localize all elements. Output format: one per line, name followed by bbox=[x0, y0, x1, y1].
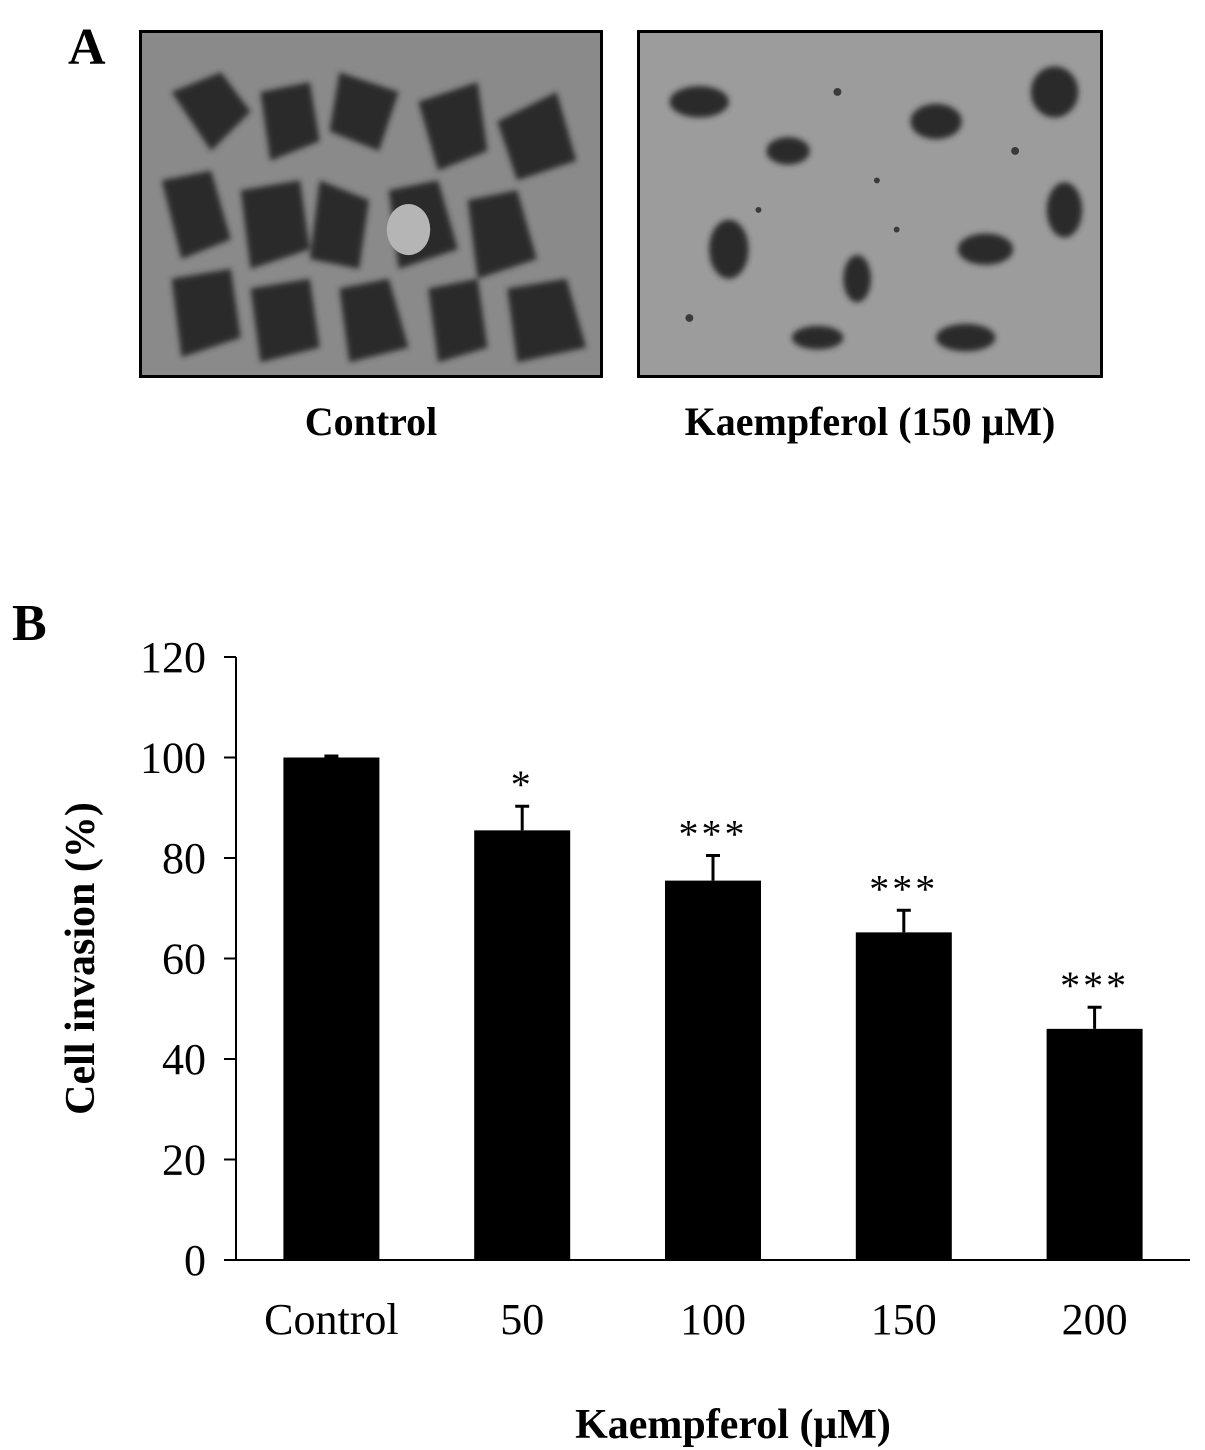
bar bbox=[855, 932, 952, 1260]
y-tick-label: 100 bbox=[140, 734, 206, 783]
x-tick-label: 100 bbox=[680, 1295, 746, 1344]
x-tick-label: 150 bbox=[871, 1295, 937, 1344]
micrograph-control-label: Control bbox=[304, 399, 438, 444]
y-axis-title: Cell invasion (%) bbox=[58, 802, 104, 1115]
x-tick-label: 200 bbox=[1062, 1295, 1128, 1344]
panel-a-letter: A bbox=[68, 19, 106, 76]
y-tick-label: 120 bbox=[140, 633, 206, 682]
x-tick-label: Control bbox=[264, 1295, 398, 1344]
micrograph-kaempferol bbox=[637, 30, 1103, 378]
x-tick-label: 50 bbox=[500, 1295, 544, 1344]
micrograph-control bbox=[139, 30, 603, 378]
panel-b-letter: B bbox=[12, 595, 47, 652]
significance-marker: * bbox=[511, 762, 534, 807]
micrograph-kaempferol-label: Kaempferol (150 μM) bbox=[684, 399, 1056, 444]
significance-marker: *** bbox=[869, 866, 938, 911]
x-axis-title: Kaempferol (μM) bbox=[575, 1402, 891, 1448]
significance-marker: *** bbox=[1060, 963, 1129, 1008]
y-tick-label: 40 bbox=[162, 1035, 206, 1084]
significance-marker: *** bbox=[679, 811, 748, 856]
y-tick-label: 80 bbox=[162, 834, 206, 883]
y-tick-label: 20 bbox=[162, 1136, 206, 1185]
y-tick-label: 60 bbox=[162, 935, 206, 984]
y-tick-label: 0 bbox=[184, 1236, 206, 1285]
bar bbox=[665, 880, 761, 1260]
bar-chart: 0 20 40 60 80 100 120 Control * 50 *** 100 *** 150 ***… bbox=[58, 633, 1190, 1448]
bar bbox=[283, 757, 380, 1260]
bar bbox=[474, 830, 571, 1260]
bar bbox=[1046, 1028, 1143, 1260]
